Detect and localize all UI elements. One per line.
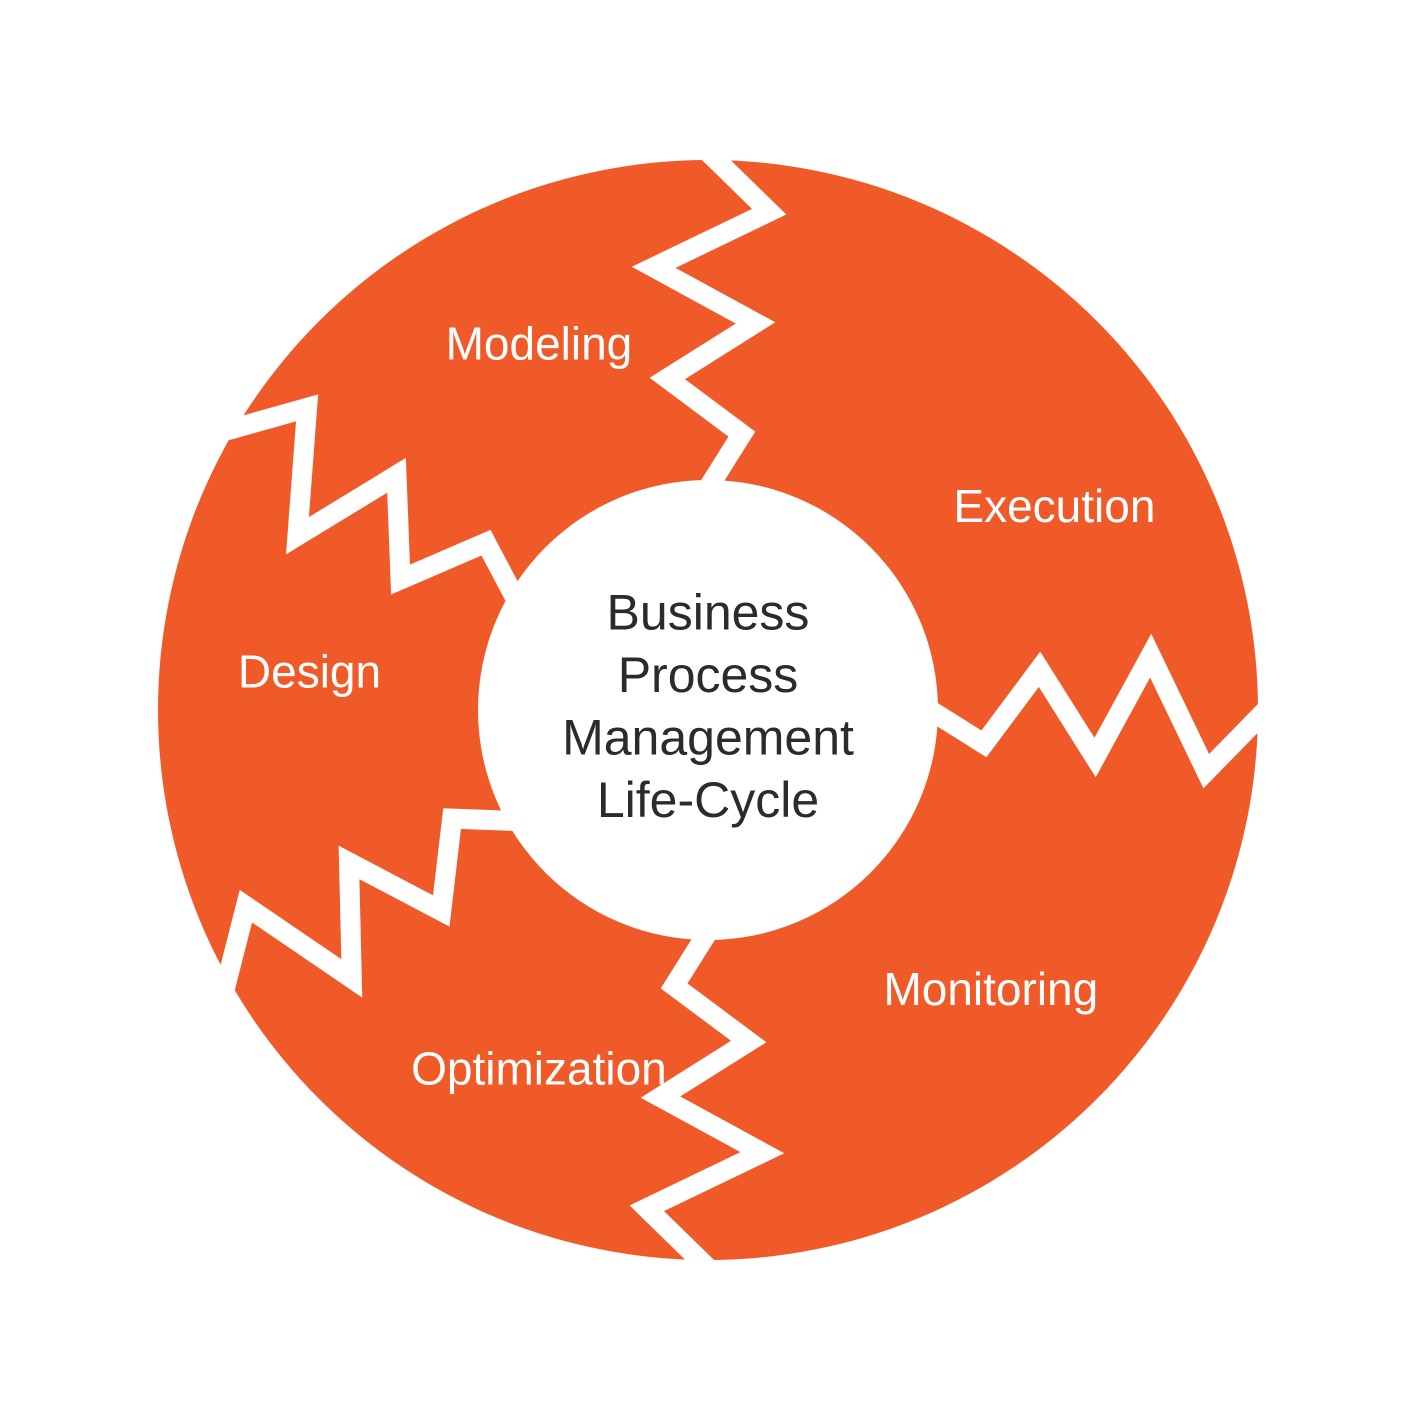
center-title-line: Business: [607, 584, 810, 640]
center-title-line: Life-Cycle: [597, 772, 819, 828]
center-title-line: Process: [618, 647, 799, 703]
segment-label: Design: [238, 645, 381, 697]
segment-label: Execution: [953, 480, 1155, 532]
segment-label: Monitoring: [883, 963, 1098, 1015]
lifecycle-svg: Modeling Execution Monitoring Optimization D…: [0, 0, 1416, 1420]
segment-label: Modeling: [446, 318, 633, 370]
segment-label: Optimization: [411, 1043, 667, 1095]
center-title-line: Management: [562, 709, 854, 765]
lifecycle-diagram: Modeling Execution Monitoring Optimization D…: [0, 0, 1416, 1420]
